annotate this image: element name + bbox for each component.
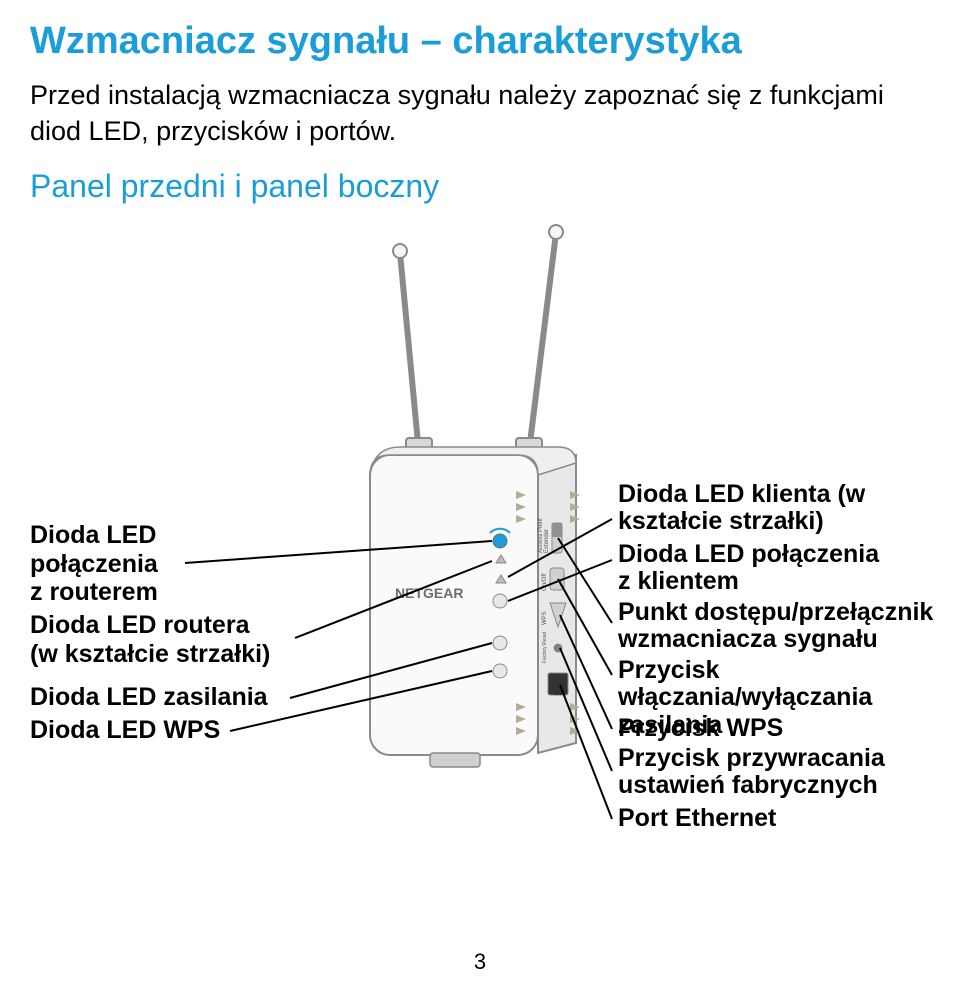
- label-ethernet-port: Port Ethernet: [618, 805, 776, 833]
- device-illustration: NETGEAR Extender Access Point On/Off WPS…: [340, 223, 620, 793]
- label-led-power: Dioda LED zasilania: [30, 683, 268, 712]
- side-wps-label: WPS: [542, 611, 548, 625]
- label-led-router-arrow: Dioda LED routera (w kształcie strzałki): [30, 611, 270, 669]
- label-led-router-link: Dioda LED połączenia z routerem: [30, 521, 158, 607]
- label-factory-reset: Przycisk przywracania ustawień fabryczny…: [618, 745, 885, 800]
- label-led-client-arrow: Dioda LED klienta (w kształcie strzałki): [618, 481, 865, 536]
- side-ap-label: Access Point: [538, 518, 544, 553]
- side-extender-label: Extender: [544, 529, 550, 553]
- label-wps-button: Przycisk WPS: [618, 715, 783, 743]
- side-onoff-label: On/Off: [542, 573, 548, 591]
- diagram-area: NETGEAR Extender Access Point On/Off WPS…: [30, 223, 930, 843]
- section-subtitle: Panel przedni i panel boczny: [30, 168, 930, 205]
- page-title: Wzmacniacz sygnału – charakterystyka: [30, 20, 930, 63]
- label-led-client-link: Dioda LED połączenia z klientem: [618, 541, 879, 596]
- label-led-wps: Dioda LED WPS: [30, 716, 220, 745]
- page-number: 3: [474, 949, 486, 975]
- brand-text: NETGEAR: [395, 585, 463, 601]
- side-reset-label: Factory Reset: [542, 631, 548, 663]
- intro-paragraph: Przed instalacją wzmacniacza sygnału nal…: [30, 77, 930, 150]
- label-ap-switch: Punkt dostępu/przełącznik wzmacniacza sy…: [618, 599, 933, 654]
